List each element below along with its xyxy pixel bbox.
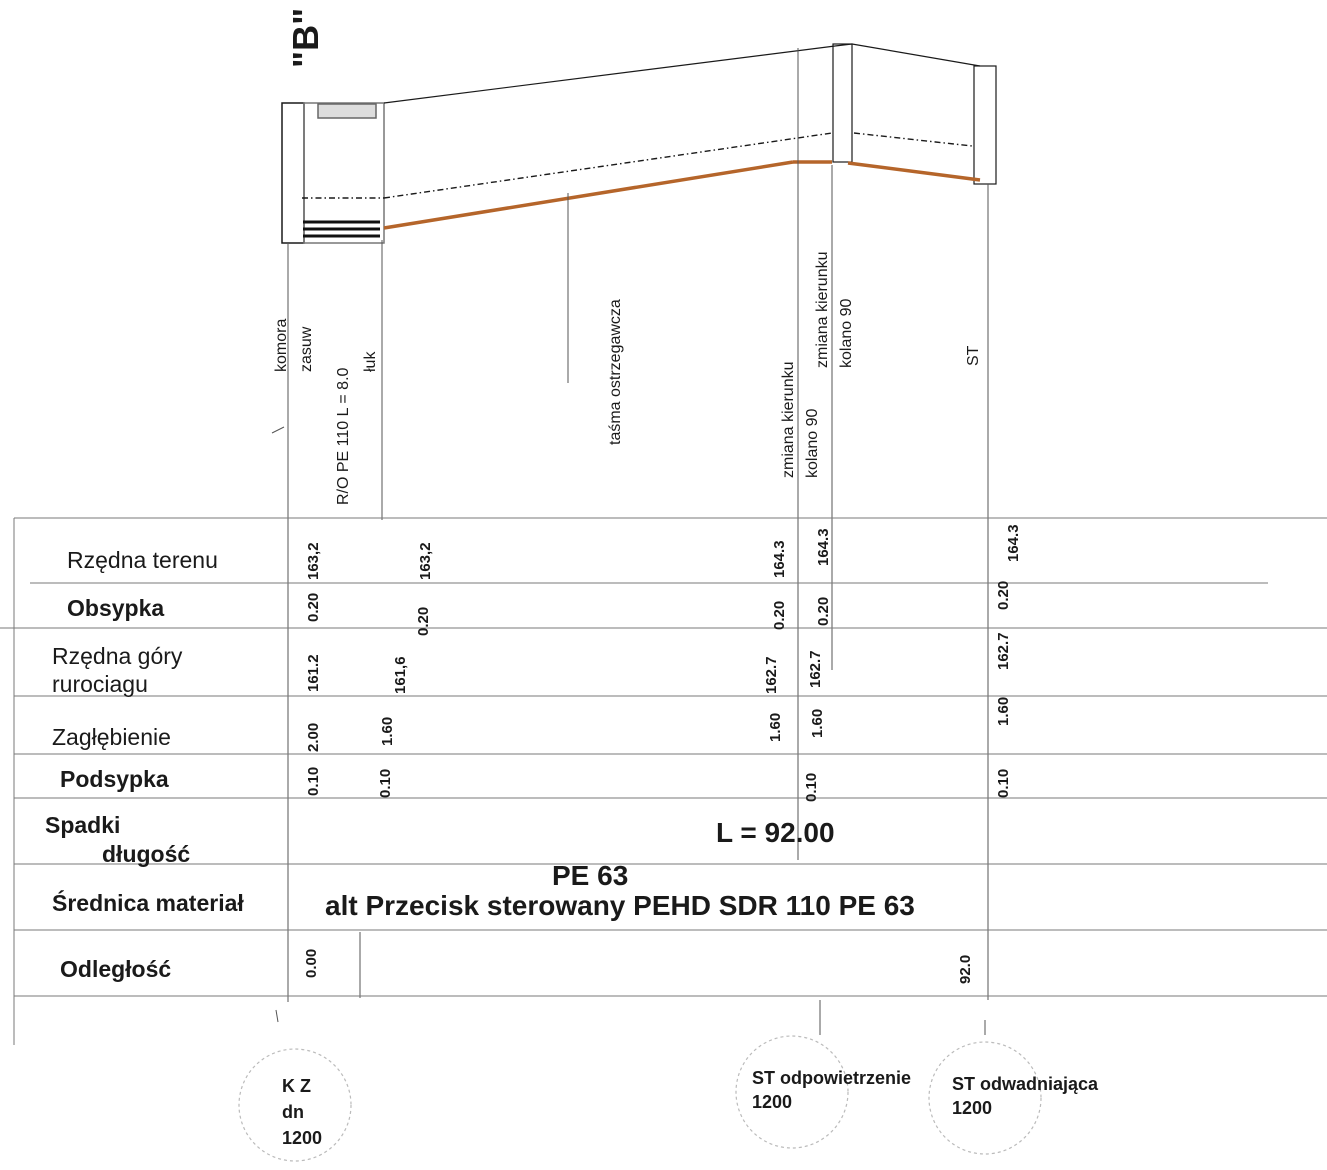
value-obs-4: 0.20 — [815, 597, 832, 626]
well-st1-line-2: 1200 — [752, 1092, 792, 1112]
distance-start: 0.00 — [303, 949, 320, 978]
row-label-srednica: Średnica materiał — [52, 889, 244, 916]
well-st1-line-1: ST odpowietrzenie — [752, 1068, 911, 1088]
label-tasma: taśma ostrzegawcza — [607, 299, 624, 445]
value-obs-3: 0.20 — [771, 601, 788, 630]
manhole-st-end — [973, 65, 997, 185]
value-pod-1: 0.10 — [305, 767, 322, 796]
pipe-line — [383, 160, 981, 230]
value-zag-5: 1.60 — [995, 697, 1012, 726]
well-kz-line-2: dn — [282, 1102, 304, 1122]
well-kz-line-3: 1200 — [282, 1128, 322, 1148]
ground-line — [383, 43, 981, 104]
label-zmiana-1: zmiana kierunku — [780, 362, 797, 479]
row-label-rurociagu: rurociagu — [52, 671, 148, 697]
label-zmiana-2: zmiana kierunku — [814, 252, 831, 369]
well-st-odpowietrzenie: ST odpowietrzenie 1200 — [735, 1035, 911, 1149]
value-teren-5: 164.3 — [1005, 524, 1022, 562]
value-pod-2: 0.10 — [377, 769, 394, 798]
label-luk: łuk — [362, 351, 379, 372]
label-zasuw: zasuw — [298, 326, 315, 372]
manhole-st-mid — [832, 43, 853, 163]
well-st2-line-1: ST odwadniająca — [952, 1074, 1099, 1094]
value-gora-2: 161,6 — [392, 656, 409, 694]
well-kz: K Z dn 1200 — [238, 1048, 352, 1162]
value-gora-3: 162.7 — [763, 656, 780, 694]
material-line-2: alt Przecisk sterowany PEHD SDR 110 PE 6… — [325, 890, 915, 921]
row-label-obsypka: Obsypka — [67, 595, 164, 621]
value-teren-3: 164.3 — [771, 540, 788, 578]
length-value: L = 92.00 — [716, 817, 835, 848]
value-zag-2: 1.60 — [379, 717, 396, 746]
row-label-dlugosc: długość — [102, 841, 190, 867]
row-label-rzedna-terenu: Rzędna terenu — [67, 547, 218, 573]
well-kz-line-1: K Z — [282, 1076, 311, 1096]
leader-lines — [271, 48, 989, 1035]
section-title: "B" — [285, 8, 326, 68]
value-pod-3: 0.10 — [803, 773, 820, 802]
value-pod-4: 0.10 — [995, 769, 1012, 798]
value-gora-1: 161.2 — [305, 654, 322, 692]
value-gora-5: 162.7 — [995, 632, 1012, 670]
value-obs-5: 0.20 — [995, 581, 1012, 610]
value-zag-3: 1.60 — [767, 713, 784, 742]
label-ro-pipe: R/O PE 110 L = 8.0 — [335, 367, 352, 505]
label-kolano-2: kolano 90 — [838, 299, 855, 368]
row-label-zaglebienie: Zagłębienie — [52, 724, 171, 750]
value-obs-2: 0.20 — [415, 607, 432, 636]
row-label-podsypka: Podsypka — [60, 766, 169, 792]
distance-end: 92.0 — [957, 955, 974, 984]
value-zag-4: 1.60 — [809, 709, 826, 738]
label-st: ST — [965, 345, 982, 366]
warning-tape-line — [302, 132, 973, 199]
table-grid — [0, 517, 1327, 1045]
row-label-odleglosc: Odległość — [60, 956, 171, 982]
well-st2-line-2: 1200 — [952, 1098, 992, 1118]
label-komora: komora — [273, 319, 290, 372]
value-teren-1: 163,2 — [305, 542, 322, 580]
label-kolano-1: kolano 90 — [804, 409, 821, 478]
valve-bars — [303, 220, 380, 238]
value-teren-2: 163,2 — [417, 542, 434, 580]
value-obs-1: 0.20 — [305, 593, 322, 622]
row-label-rzedna-gory: Rzędna góry — [52, 643, 183, 669]
value-gora-4: 162.7 — [807, 650, 824, 688]
chamber-komora — [281, 102, 385, 244]
well-st-odwadniajaca: ST odwadniająca 1200 — [928, 1041, 1099, 1155]
row-label-spadki: Spadki — [45, 812, 120, 838]
value-zag-1: 2.00 — [305, 723, 322, 752]
material-line-1: PE 63 — [552, 860, 628, 891]
value-teren-4: 164.3 — [815, 528, 832, 566]
